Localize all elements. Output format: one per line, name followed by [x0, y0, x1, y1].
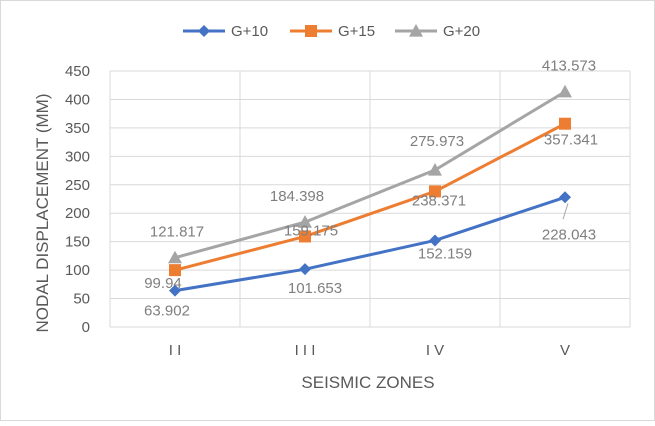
data-label: 357.341	[544, 132, 598, 149]
x-tick-label: V	[560, 342, 570, 359]
x-tick-label: I I I	[295, 342, 316, 359]
series-line	[174, 90, 566, 260]
y-tick-label: 150	[65, 234, 90, 251]
y-tick-label: 200	[65, 205, 90, 222]
y-tick-label: 100	[65, 262, 90, 279]
series-line	[174, 195, 566, 293]
axes: 0 50 100 150 200 250 300 350 400 450 I I I I I I V V	[65, 63, 570, 359]
y-tick-label: 250	[65, 177, 90, 194]
legend-label: G+15	[338, 23, 375, 40]
data-point	[305, 25, 317, 37]
legend: G+10 G+15 G+20	[183, 23, 480, 40]
series	[168, 84, 572, 297]
data-label: 63.902	[144, 303, 190, 320]
y-tick-label: 300	[65, 148, 90, 165]
data-label: 413.573	[542, 58, 596, 75]
data-label: 184.398	[270, 188, 324, 205]
data-label: 238.371	[412, 192, 466, 209]
series-line	[174, 122, 566, 272]
data-point	[169, 264, 181, 277]
data-point	[409, 24, 423, 37]
data-point	[429, 185, 441, 198]
grid	[109, 70, 631, 328]
data-label: 99.94	[144, 275, 182, 292]
y-tick-label: 50	[73, 291, 90, 308]
data-point	[298, 215, 312, 228]
x-tick-label: I I	[169, 342, 182, 359]
data-point	[429, 234, 441, 247]
data-label: 121.817	[150, 224, 204, 241]
data-label: 228.043	[542, 226, 596, 243]
x-axis-title: SEISMIC ZONES	[301, 373, 434, 392]
y-tick-label: 350	[65, 120, 90, 137]
legend-label: G+10	[231, 23, 268, 40]
data-point	[198, 25, 210, 37]
data-point	[558, 84, 572, 98]
data-label: 275.973	[410, 133, 464, 150]
y-tick-label: 450	[65, 63, 90, 80]
data-labels: 63.902 101.653 152.159 228.043 99.94 159.175 2…	[144, 58, 598, 320]
data-point	[559, 117, 571, 130]
y-tick-label: 0	[82, 319, 90, 336]
data-point	[168, 250, 182, 264]
data-point	[299, 263, 311, 276]
data-label: 101.653	[288, 280, 342, 297]
data-label: 159.175	[284, 222, 338, 239]
data-point	[559, 191, 571, 204]
y-tick-label: 400	[65, 91, 90, 108]
legend-label: G+20	[443, 23, 480, 40]
x-tick-label: I V	[426, 342, 444, 359]
y-axis-title: NODAL DISPLACEMENT (MM)	[33, 94, 52, 333]
data-point	[169, 284, 181, 297]
data-point	[428, 163, 442, 176]
data-point	[299, 230, 311, 243]
data-label: 152.159	[418, 245, 472, 262]
label-leader-line	[562, 203, 569, 220]
